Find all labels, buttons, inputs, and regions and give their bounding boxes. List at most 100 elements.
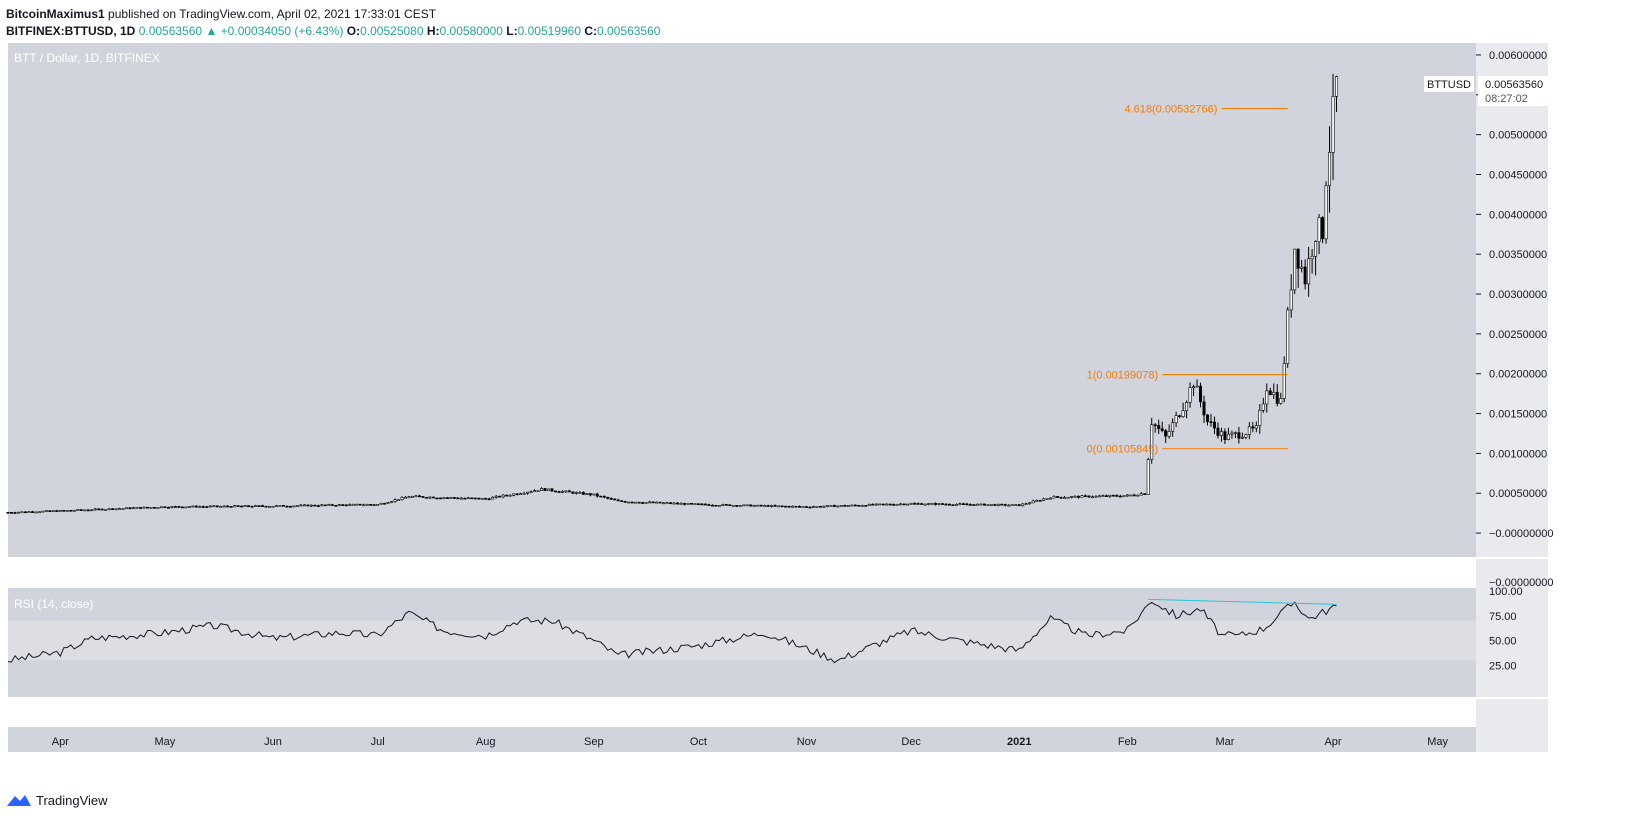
time-axis[interactable] <box>8 727 1476 752</box>
candle-body <box>1300 266 1304 269</box>
candle-body <box>1129 494 1133 497</box>
candle-body <box>34 511 38 514</box>
candle-body <box>23 511 27 514</box>
candle-body <box>6 512 10 514</box>
candle-body <box>986 504 990 507</box>
candle-body <box>1014 504 1018 506</box>
candle-body <box>1132 494 1136 497</box>
candle-body <box>536 490 540 492</box>
candle-body <box>320 504 324 507</box>
candle-body <box>463 497 467 500</box>
rsi-trendline[interactable] <box>1148 598 1337 605</box>
candle-body <box>526 491 530 494</box>
candle-body <box>930 503 934 505</box>
candle-body <box>947 503 951 506</box>
candle-body <box>1000 503 1004 506</box>
candle-body <box>564 490 568 493</box>
candle-body <box>1059 496 1063 499</box>
candle-body <box>372 504 376 506</box>
candle-body <box>1111 494 1115 497</box>
candle-body <box>878 503 882 506</box>
candle-body <box>76 509 80 511</box>
candle-body <box>111 508 115 510</box>
candle-body <box>745 504 749 507</box>
candle-body <box>766 505 770 507</box>
candle-body <box>522 492 526 495</box>
candle-body <box>20 511 24 514</box>
candle-body <box>920 503 924 505</box>
close-key: C: <box>584 24 598 38</box>
candle-body <box>1115 495 1119 497</box>
candle-body <box>735 505 739 507</box>
ohlc-bar: BITFINEX:BTTUSD, 1D 0.00563560 ▲ +0.0003… <box>6 23 660 39</box>
candle-body <box>344 504 348 507</box>
candle-body <box>721 504 725 506</box>
candle-body <box>494 495 498 498</box>
candle-body <box>979 503 983 506</box>
candle-body <box>1083 495 1087 498</box>
candle-body <box>194 505 198 508</box>
candle-body <box>13 512 17 514</box>
candle-body <box>1038 500 1042 502</box>
candle-body <box>658 501 662 504</box>
price-pane[interactable] <box>8 43 1476 557</box>
candle-body <box>1261 403 1265 411</box>
candle-body <box>895 503 899 506</box>
candle-body <box>313 504 317 507</box>
price-tick-label: 0.00600000 <box>1489 50 1547 62</box>
candle-body <box>417 495 421 498</box>
price-axis[interactable] <box>1476 43 1548 752</box>
price-tick-label: 0.00100000 <box>1489 448 1547 460</box>
candle-body <box>379 502 383 505</box>
candle-body <box>529 491 533 493</box>
brand-label: TradingView <box>36 792 108 808</box>
candle-body <box>410 496 414 498</box>
candle-body <box>438 497 442 500</box>
candle-body <box>268 506 272 508</box>
candle-body <box>243 505 247 507</box>
candle-body <box>968 504 972 506</box>
candle-body <box>540 488 544 491</box>
candle-body <box>55 510 59 512</box>
candle-body <box>1303 266 1307 285</box>
candle-body <box>1275 391 1279 404</box>
candle-body <box>1097 495 1101 498</box>
candle-body <box>177 506 181 508</box>
last-price-tag: 0.00563560 <box>1485 79 1543 91</box>
candle-body <box>271 505 275 508</box>
candle-body <box>627 501 631 504</box>
author-name[interactable]: BitcoinMaximus1 <box>6 7 105 21</box>
candle-body <box>546 488 550 491</box>
candle-body <box>166 507 170 509</box>
candle-body <box>198 506 202 508</box>
candle-body <box>484 498 488 500</box>
candle-body <box>648 501 652 504</box>
candle-body <box>724 504 728 506</box>
candle-body <box>707 504 711 506</box>
candle-body <box>30 511 34 513</box>
candle-body <box>784 505 788 508</box>
candle-body <box>906 503 910 506</box>
candle-body <box>1289 289 1293 311</box>
candle-body <box>717 505 721 507</box>
candle-body <box>703 503 707 506</box>
candle-body <box>665 502 669 505</box>
candle-body <box>1167 431 1171 437</box>
candle-body <box>1206 414 1210 422</box>
candle-body <box>885 503 889 506</box>
price-tick-label: 0.00450000 <box>1489 169 1547 181</box>
candle-body <box>818 506 822 508</box>
candle-body <box>578 492 582 494</box>
tradingview-logo[interactable]: TradingView <box>6 792 108 808</box>
candle-body <box>1003 504 1007 506</box>
candle-body <box>780 505 784 508</box>
candle-body <box>996 503 1000 506</box>
candle-body <box>1101 495 1105 497</box>
candle-body <box>390 501 394 503</box>
candle-body <box>114 508 118 511</box>
candle-body <box>857 504 861 507</box>
candle-body <box>871 503 875 506</box>
candle-body <box>295 505 299 507</box>
candle-body <box>801 506 805 508</box>
